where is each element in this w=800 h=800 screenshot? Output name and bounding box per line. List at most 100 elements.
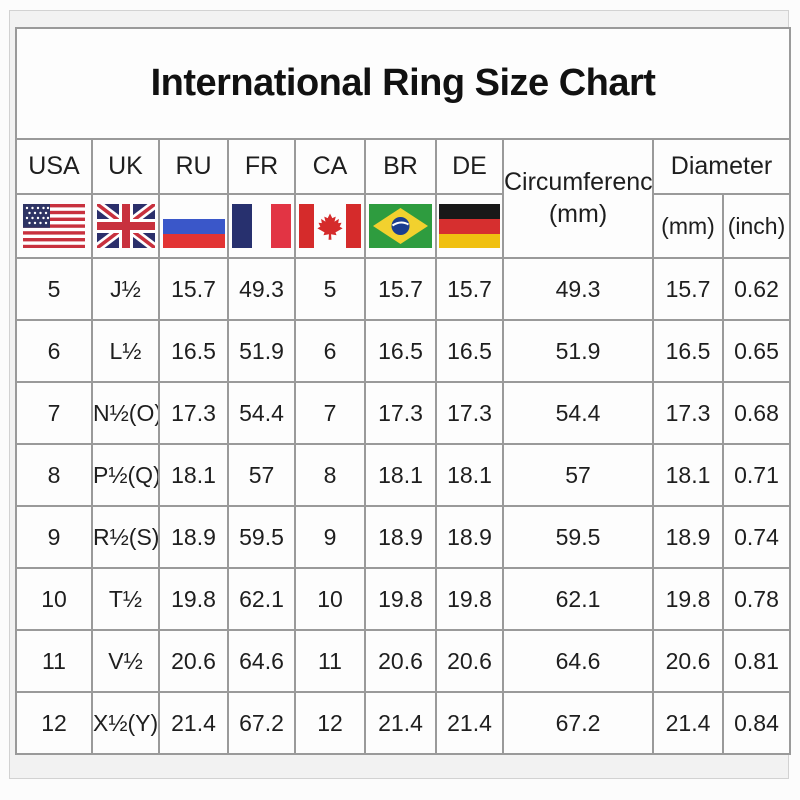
cell-ru: 15.7 [158, 257, 229, 321]
cell-de: 21.4 [435, 691, 504, 755]
column-header-diameter-inch: (inch) [721, 193, 792, 259]
cell-diameter-inch: 0.65 [721, 319, 792, 383]
cell-fr: 57 [227, 443, 296, 507]
cell-ru: 16.5 [158, 319, 229, 383]
cell-diameter-inch: 0.71 [721, 443, 792, 507]
ru-flag-icon [162, 204, 225, 248]
cell-usa: 5 [15, 257, 93, 321]
cell-diameter-mm: 18.1 [652, 443, 724, 507]
cell-uk: J½ [91, 257, 160, 321]
cell-diameter-inch: 0.74 [721, 505, 792, 569]
cell-ca: 9 [294, 505, 366, 569]
cell-ru: 18.9 [158, 505, 229, 569]
cell-ca: 8 [294, 443, 366, 507]
column-header-fr: FR [227, 138, 296, 195]
cell-uk: P½(Q) [91, 443, 160, 507]
cell-ru: 17.3 [158, 381, 229, 445]
cell-de: 15.7 [435, 257, 504, 321]
cell-circumference: 54.4 [502, 381, 654, 445]
flag-row: (mm) (inch) [15, 193, 792, 259]
cell-br: 20.6 [364, 629, 437, 693]
column-header-usa: USA [15, 138, 93, 195]
cell-diameter-inch: 0.68 [721, 381, 792, 445]
cell-fr: 54.4 [227, 381, 296, 445]
cell-fr: 59.5 [227, 505, 296, 569]
cell-fr: 62.1 [227, 567, 296, 631]
cell-br: 16.5 [364, 319, 437, 383]
column-header-de: DE [435, 138, 504, 195]
column-header-circumference: Circumference (mm) [502, 138, 654, 259]
cell-de: 17.3 [435, 381, 504, 445]
cell-usa: 9 [15, 505, 93, 569]
cell-fr: 49.3 [227, 257, 296, 321]
cell-diameter-inch: 0.84 [721, 691, 792, 755]
cell-ca: 6 [294, 319, 366, 383]
title-row: International Ring Size Chart [14, 27, 792, 140]
cell-uk: T½ [91, 567, 160, 631]
cell-ca: 11 [294, 629, 366, 693]
table-row: 8 P½(Q) 18.1 57 8 18.1 18.1 57 18.1 0.71 [15, 443, 792, 507]
cell-ca: 7 [294, 381, 366, 445]
cell-usa: 8 [15, 443, 93, 507]
table-row: 9 R½(S) 18.9 59.5 9 18.9 18.9 59.5 18.9 0.74 [15, 505, 792, 569]
page-title: International Ring Size Chart [14, 27, 792, 140]
circumference-label-line2: (mm) [548, 199, 608, 228]
cell-ru: 21.4 [158, 691, 229, 755]
cell-circumference: 64.6 [502, 629, 654, 693]
column-header-uk: UK [91, 138, 160, 195]
ca-flag-icon [299, 204, 361, 248]
cell-ca: 10 [294, 567, 366, 631]
uk-flag-icon [96, 204, 155, 248]
cell-diameter-mm: 20.6 [652, 629, 724, 693]
cell-br: 21.4 [364, 691, 437, 755]
cell-diameter-mm: 21.4 [652, 691, 724, 755]
table-row: 10 T½ 19.8 62.1 10 19.8 19.8 62.1 19.8 0.78 [15, 567, 792, 631]
table-row: 5 J½ 15.7 49.3 5 15.7 15.7 49.3 15.7 0.62 [15, 257, 792, 321]
cell-usa: 7 [15, 381, 93, 445]
us-flag-icon [23, 204, 85, 248]
cell-diameter-mm: 16.5 [652, 319, 724, 383]
column-header-diameter: Diameter [651, 138, 792, 195]
cell-ca: 12 [294, 691, 366, 755]
cell-ru: 20.6 [158, 629, 229, 693]
cell-diameter-mm: 18.9 [652, 505, 724, 569]
cell-circumference: 67.2 [502, 691, 654, 755]
circumference-label-line1: Circumference [504, 168, 653, 197]
cell-de: 16.5 [435, 319, 504, 383]
cell-circumference: 59.5 [502, 505, 654, 569]
cell-circumference: 57 [502, 443, 654, 507]
column-header-br: BR [364, 138, 437, 195]
de-flag-cell [435, 193, 504, 259]
cell-usa: 6 [15, 319, 93, 383]
cell-ca: 5 [294, 257, 366, 321]
cell-de: 20.6 [435, 629, 504, 693]
de-flag-icon [439, 204, 500, 248]
cell-de: 18.9 [435, 505, 504, 569]
cell-usa: 10 [15, 567, 93, 631]
br-flag-icon [369, 204, 432, 248]
cell-usa: 12 [15, 691, 93, 755]
cell-br: 18.9 [364, 505, 437, 569]
cell-uk: R½(S) [91, 505, 160, 569]
cell-fr: 51.9 [227, 319, 296, 383]
column-header-ca: CA [294, 138, 366, 195]
cell-circumference: 62.1 [502, 567, 654, 631]
cell-diameter-inch: 0.78 [721, 567, 792, 631]
table-row: 6 L½ 16.5 51.9 6 16.5 16.5 51.9 16.5 0.65 [15, 319, 792, 383]
table-row: 11 V½ 20.6 64.6 11 20.6 20.6 64.6 20.6 0.81 [15, 629, 792, 693]
cell-circumference: 51.9 [502, 319, 654, 383]
uk-flag-cell [91, 193, 160, 259]
fr-flag-cell [227, 193, 296, 259]
cell-diameter-mm: 15.7 [652, 257, 724, 321]
column-header-diameter-mm: (mm) [652, 193, 724, 259]
cell-br: 15.7 [364, 257, 437, 321]
cell-uk: V½ [91, 629, 160, 693]
br-flag-cell [364, 193, 437, 259]
page-frame: International Ring Size Chart USA UK RU … [9, 10, 792, 779]
cell-fr: 67.2 [227, 691, 296, 755]
cell-fr: 64.6 [227, 629, 296, 693]
cell-ru: 18.1 [158, 443, 229, 507]
country-code-row: USA UK RU FR CA BR DE Circumference (mm)… [15, 138, 792, 259]
cell-diameter-mm: 17.3 [652, 381, 724, 445]
table-row: 12 X½(Y) 21.4 67.2 12 21.4 21.4 67.2 21.4 0.84 [15, 691, 792, 755]
